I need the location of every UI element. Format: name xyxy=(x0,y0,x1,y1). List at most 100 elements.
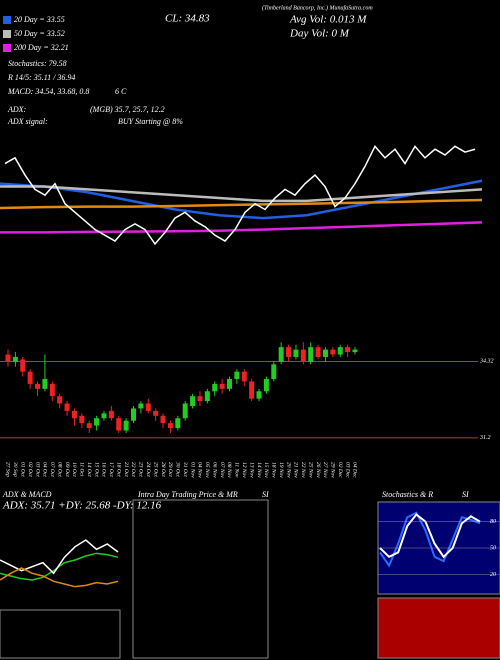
candle-body xyxy=(337,347,343,355)
x-tick-label: 29 Nov xyxy=(330,462,336,478)
x-tick-label: 02 Oct xyxy=(27,462,33,477)
panel-title: Stochastics & R xyxy=(382,490,433,499)
candle-body xyxy=(12,356,18,362)
x-tick-label: 24 Oct xyxy=(145,462,152,477)
x-tick-label: 02 Dec xyxy=(337,462,343,478)
annotation: R 14/5: 35.11 / 36.94 xyxy=(7,73,75,82)
legend-swatch xyxy=(3,16,11,24)
x-tick-label: 25 Nov xyxy=(307,462,313,478)
candle-body xyxy=(108,410,114,419)
x-tick-label: 10 Oct xyxy=(71,462,77,477)
candle-body xyxy=(131,408,137,421)
candle-body xyxy=(278,347,284,362)
x-tick-label: 08 Nov xyxy=(226,462,232,478)
candle-body xyxy=(49,383,55,397)
candle-body xyxy=(175,418,181,429)
y-tick-label: 34.32 xyxy=(479,358,494,365)
legend-swatch xyxy=(3,44,11,52)
annotation: BUY Starting @ 8% xyxy=(118,117,183,126)
x-tick-label: 30 Oct xyxy=(175,461,181,477)
rsi-panel xyxy=(377,597,500,659)
panel-title: Intra Day Trading Price & MR xyxy=(137,490,238,499)
candle-body xyxy=(197,396,203,402)
x-tick-label: 15 Nov xyxy=(263,462,269,478)
close-label: CL: 34.83 xyxy=(165,13,210,25)
annotation: ADX signal: xyxy=(7,117,48,126)
ma-line xyxy=(0,198,483,210)
candle-body xyxy=(167,423,173,429)
candle-body xyxy=(5,354,11,362)
candle-body xyxy=(322,349,328,357)
candle-body xyxy=(64,403,70,411)
price-line xyxy=(4,145,476,246)
candle-body xyxy=(315,347,321,357)
annotation: Stochastics: 79.58 xyxy=(8,59,67,68)
candle-body xyxy=(212,383,218,392)
macd-box xyxy=(0,609,121,659)
y-tick-label: 31.2 xyxy=(479,435,491,441)
x-tick-label: 03 Oct xyxy=(34,462,40,477)
x-tick-label: 20 Nov xyxy=(285,462,291,478)
candle-body xyxy=(123,420,129,431)
x-tick-label: 19 Nov xyxy=(278,462,284,478)
panel-title: ADX & MACD xyxy=(2,490,52,499)
avg-vol: Avg Vol: 0.013 M xyxy=(289,14,367,26)
panel-subtitle: ADX: 35.71 +DY: 25.68 -DY: 12.16 xyxy=(2,500,162,512)
x-tick-label: 16 Oct xyxy=(101,462,107,477)
x-tick-label: 01 Nov xyxy=(189,462,195,478)
x-tick-label: 06 Nov xyxy=(211,462,217,478)
candle-body xyxy=(256,391,262,399)
candle-body xyxy=(35,383,41,389)
y-tick-label: 80 xyxy=(490,519,496,525)
candle-body xyxy=(27,371,33,384)
y-tick-label: 50 xyxy=(490,545,496,551)
x-tick-label: 26 Nov xyxy=(315,462,321,478)
x-tick-label: 14 Oct xyxy=(86,462,93,477)
candle-body xyxy=(94,418,100,426)
x-tick-label: 30 Sep xyxy=(12,461,18,477)
candle-body xyxy=(160,415,166,424)
annotation: (MGB) 35.7, 25.7, 12.2 xyxy=(90,105,165,114)
x-tick-label: 04 Nov xyxy=(197,462,204,478)
day-vol: Day Vol: 0 M xyxy=(289,28,350,40)
x-tick-label: 27 Sep xyxy=(5,462,11,477)
panel-subtitle: SI xyxy=(262,490,269,499)
adx-line xyxy=(0,539,119,575)
x-tick-label: 11 Oct xyxy=(79,462,85,477)
x-tick-label: 15 Oct xyxy=(93,462,99,477)
candle-body xyxy=(271,364,277,380)
x-tick-label: 21 Oct xyxy=(123,462,129,477)
candle-body xyxy=(182,403,188,419)
x-tick-label: 07 Nov xyxy=(219,462,225,478)
legend-label: 20 Day = 33.55 xyxy=(14,15,65,24)
x-tick-label: 09 Oct xyxy=(64,462,70,477)
x-tick-label: 05 Nov xyxy=(204,462,210,478)
legend-swatch xyxy=(3,30,11,38)
x-tick-label: 13 Nov xyxy=(248,462,254,478)
x-tick-label: 22 Oct xyxy=(130,462,136,477)
candle-body xyxy=(79,415,85,424)
candle-body xyxy=(71,410,77,419)
candle-body xyxy=(241,371,247,382)
x-tick-label: 18 Nov xyxy=(271,462,277,478)
ma-line xyxy=(0,179,483,220)
candle-body xyxy=(101,413,107,419)
x-tick-label: 01 Oct xyxy=(20,462,26,477)
candle-body xyxy=(42,379,48,389)
legend-label: 200 Day = 32.21 xyxy=(14,43,69,52)
x-tick-label: 29 Oct xyxy=(167,462,173,477)
candle-body xyxy=(20,359,26,372)
panel-subtitle: SI xyxy=(462,490,469,499)
x-tick-label: 18 Oct xyxy=(115,462,121,477)
candle-body xyxy=(263,379,269,392)
x-tick-label: 04 Oct xyxy=(42,462,49,477)
stoch-line xyxy=(379,511,481,568)
x-tick-label: 27 Nov xyxy=(322,462,328,478)
candle-body xyxy=(204,391,210,402)
x-tick-label: 04 Dec xyxy=(352,462,359,478)
annotation: MACD: 34.54, 33.68, 0.8 xyxy=(7,87,89,96)
x-tick-label: 14 Nov xyxy=(256,462,263,478)
candle-body xyxy=(234,371,240,380)
candle-body xyxy=(138,403,144,409)
legend-label: 50 Day = 33.52 xyxy=(14,29,65,38)
